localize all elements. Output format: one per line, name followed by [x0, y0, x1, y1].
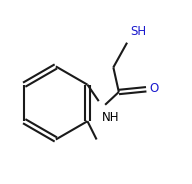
Text: NH: NH	[102, 111, 119, 124]
Text: O: O	[149, 82, 158, 95]
Text: SH: SH	[131, 25, 147, 38]
